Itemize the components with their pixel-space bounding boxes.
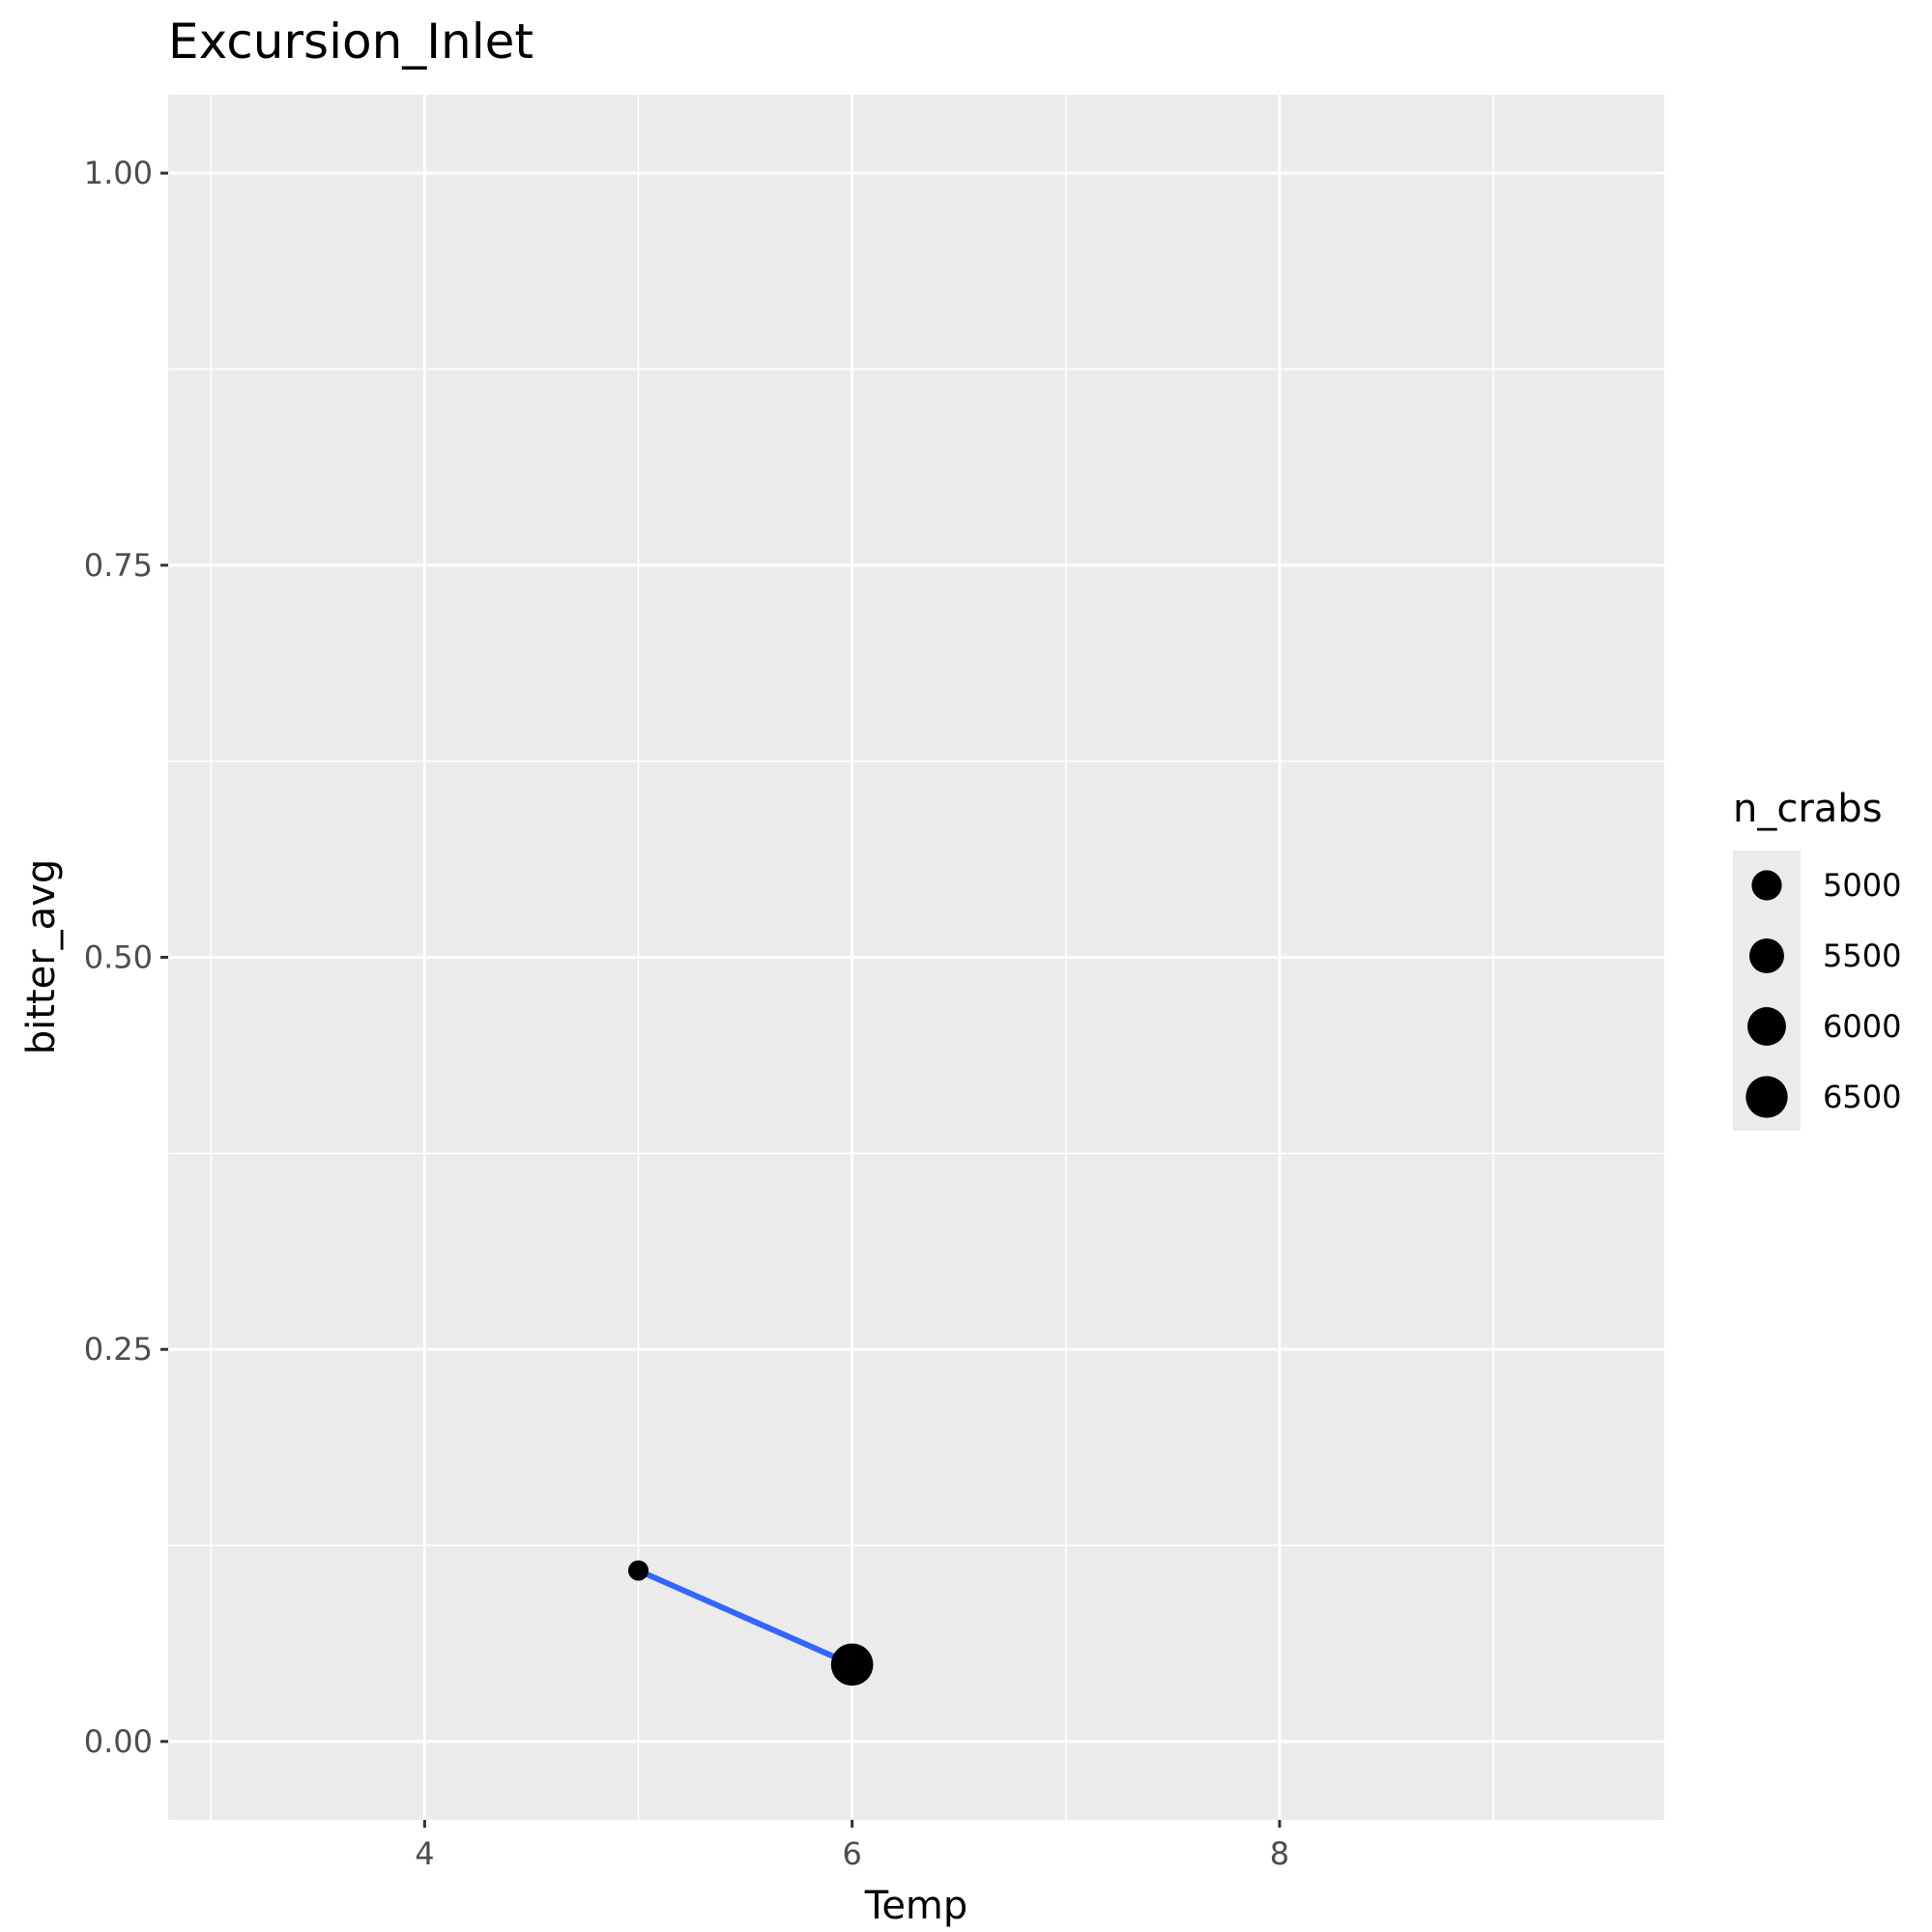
- x-tick-label: 6: [842, 1835, 861, 1872]
- data-point: [627, 1560, 649, 1581]
- legend-title: n_crabs: [1733, 787, 1883, 831]
- x-axis-label: Temp: [864, 1884, 968, 1928]
- legend-key-circle: [1751, 870, 1782, 901]
- trend-line-layer: [637, 1568, 853, 1668]
- legend-label: 6000: [1823, 1008, 1901, 1045]
- y-tick-label: 0.50: [84, 939, 153, 976]
- y-tick-label: 0.00: [84, 1723, 153, 1760]
- legend: n_crabs 5000 5500 6000 6500: [1733, 787, 1901, 1131]
- x-axis: 4 6 8: [415, 1820, 1289, 1872]
- legend-label: 6500: [1823, 1079, 1901, 1115]
- y-tick-label: 1.00: [84, 155, 153, 191]
- x-tick-label: 8: [1270, 1835, 1289, 1872]
- x-tick-label: 4: [415, 1835, 434, 1872]
- y-tick-label: 0.25: [84, 1331, 153, 1368]
- chart-title: Excursion_Inlet: [168, 14, 533, 70]
- y-axis: 0.00 0.25 0.50 0.75 1.00: [84, 155, 168, 1760]
- trend-line: [637, 1568, 853, 1668]
- y-axis-label: bitter_avg: [19, 859, 64, 1055]
- legend-key-circle: [1745, 1076, 1788, 1118]
- y-tick-label: 0.75: [84, 547, 153, 584]
- legend-label: 5500: [1823, 937, 1901, 974]
- data-point: [830, 1643, 874, 1687]
- legend-key-circle: [1747, 1007, 1786, 1046]
- data-points-layer: [627, 1560, 874, 1687]
- legend-key-circle: [1749, 938, 1784, 973]
- major-gridlines: [168, 95, 1664, 1820]
- legend-label: 5000: [1823, 867, 1901, 904]
